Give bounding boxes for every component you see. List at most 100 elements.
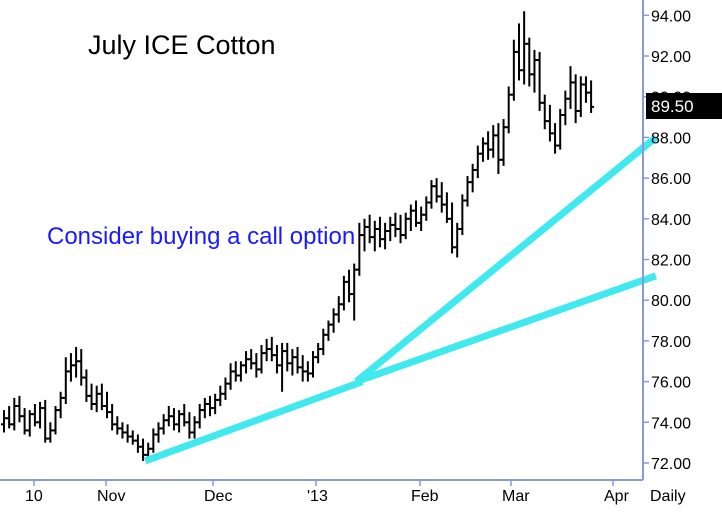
ohlc-bar xyxy=(552,123,559,154)
ohlc-bar xyxy=(289,349,296,376)
ohlc-bar xyxy=(78,349,85,386)
ohlc-bar xyxy=(315,342,322,364)
ohlc-bar xyxy=(207,395,213,417)
ohlc-bar xyxy=(26,410,33,437)
ohlc-bar xyxy=(516,23,522,81)
ohlc-bar xyxy=(557,108,564,150)
ohlc-bar xyxy=(438,182,445,213)
ohlc-bar xyxy=(222,377,229,400)
y-tick-label: 76.00 xyxy=(651,375,691,392)
ohlc-bar xyxy=(279,342,286,392)
ohlc-bar xyxy=(263,338,270,362)
ohlc-bar xyxy=(541,94,548,130)
ohlc-bar xyxy=(366,214,373,244)
ohlc-bar xyxy=(124,424,131,443)
trendline-1 xyxy=(143,378,364,465)
ohlc-bar xyxy=(320,328,327,356)
ohlc-bar xyxy=(181,403,188,427)
ohlc-bar xyxy=(310,351,316,378)
ohlc-bar xyxy=(428,180,435,209)
trendline-3 xyxy=(354,134,659,385)
x-tick-label: 10 xyxy=(25,488,43,505)
trendline-2 xyxy=(355,272,658,385)
ohlc-bar xyxy=(98,383,105,411)
annotation-text: Consider buying a call option xyxy=(47,223,355,250)
ohlc-bar xyxy=(500,119,507,166)
ohlc-bar xyxy=(479,137,486,162)
ohlc-bar xyxy=(536,51,543,111)
ohlc-bar xyxy=(217,385,224,407)
ohlc-bar xyxy=(361,218,368,252)
y-tick-label: 82.00 xyxy=(651,253,691,270)
x-axis-ticks: 10 Nov Dec '13 Feb Mar Apr xyxy=(25,480,630,505)
y-tick-label: 86.00 xyxy=(651,171,691,188)
ohlc-bar xyxy=(109,403,116,431)
y-tick-label: 72.00 xyxy=(651,456,691,473)
x-tick-label: Dec xyxy=(204,488,232,505)
ohlc-bar xyxy=(134,434,141,453)
ohlc-bar xyxy=(469,163,476,193)
ohlc-bar xyxy=(413,200,419,227)
ohlc-bar xyxy=(459,194,466,236)
ohlc-bar xyxy=(562,90,569,126)
trendlines xyxy=(143,134,659,465)
x-tick-label: Feb xyxy=(411,488,439,505)
ohlc-bar xyxy=(258,344,265,374)
ohlc-bar xyxy=(531,49,538,93)
ohlc-bar xyxy=(237,361,244,382)
x-tick-label: '13 xyxy=(307,488,328,505)
ohlc-bar xyxy=(186,412,193,439)
ohlc-bar xyxy=(376,216,383,248)
ohlc-bar xyxy=(104,391,110,419)
ohlc-bar xyxy=(155,422,162,443)
ohlc-bar xyxy=(52,406,59,435)
y-tick-label: 84.00 xyxy=(651,212,691,229)
x-tick-label: Apr xyxy=(604,488,630,505)
y-tick-label: 88.00 xyxy=(651,130,691,147)
ohlc-bar xyxy=(73,347,80,378)
ohlc-bar xyxy=(11,397,18,431)
ohlc-bar xyxy=(160,414,167,435)
ohlc-bar xyxy=(546,104,553,142)
ohlc-bar xyxy=(248,349,255,370)
ohlc-bar xyxy=(294,347,301,374)
ohlc-bar xyxy=(443,192,450,223)
ohlc-bar xyxy=(165,406,172,427)
ohlc-bar xyxy=(392,212,399,238)
ohlc-bar xyxy=(67,353,74,382)
y-axis-ticks: 94.0092.0090.0088.0086.0084.0082.0080.00… xyxy=(643,8,691,473)
y-tick-label: 78.00 xyxy=(651,334,691,351)
ohlc-bar xyxy=(582,76,589,103)
ohlc-bar xyxy=(510,39,517,101)
ohlc-bar xyxy=(88,383,95,411)
ohlc-bar xyxy=(232,361,239,382)
ohlc-bar xyxy=(449,202,456,254)
last-price-marker xyxy=(646,93,722,119)
ohlc-bar xyxy=(6,406,13,429)
ohlc-bar xyxy=(176,410,183,433)
ohlc-bar xyxy=(521,11,528,85)
ohlc-bar xyxy=(268,336,275,362)
ohlc-bar xyxy=(387,216,394,242)
ohlc-bar xyxy=(191,416,198,439)
ohlc-bar xyxy=(129,430,136,445)
ohlc-bar xyxy=(284,342,291,372)
ohlc-bar xyxy=(577,76,584,118)
ohlc-bar xyxy=(83,369,90,402)
ohlc-bar xyxy=(325,320,332,341)
ohlc-bar xyxy=(490,125,497,158)
ohlc-bar xyxy=(340,275,347,311)
ohlc-bar xyxy=(37,401,44,429)
ohlc-bar xyxy=(42,399,49,443)
ohlc-bar xyxy=(397,214,404,244)
ohlc-bar xyxy=(62,357,69,404)
y-tick-label: 92.00 xyxy=(651,49,691,66)
ohlc-bar xyxy=(243,351,250,374)
ohlc-bar xyxy=(150,428,157,453)
ohlc-bar xyxy=(474,145,481,179)
y-tick-label: 94.00 xyxy=(651,8,691,25)
ohlc-bar xyxy=(464,176,471,207)
ohlc-bar xyxy=(454,222,461,258)
ohlc-bar xyxy=(526,37,533,87)
